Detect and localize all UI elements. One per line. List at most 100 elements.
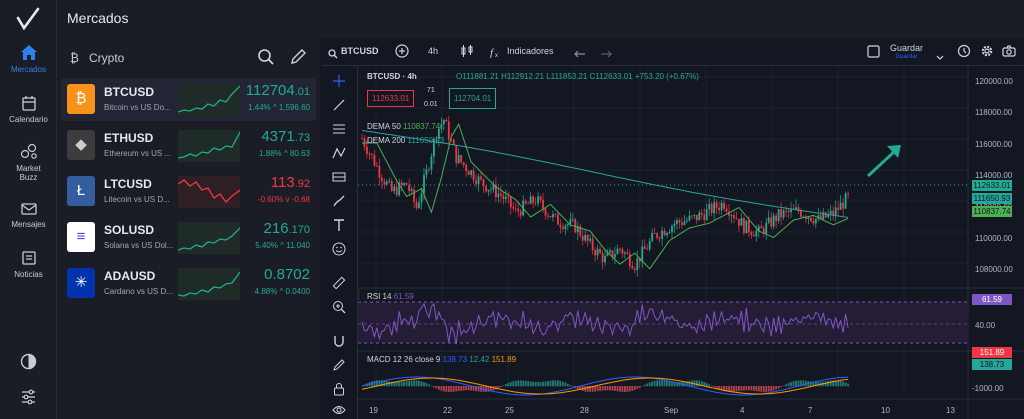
nav-item-mercados[interactable]: Mercados bbox=[0, 44, 57, 74]
row-symbol: SOLUSD bbox=[104, 223, 155, 237]
row-symbol: BTCUSD bbox=[104, 85, 154, 99]
price-axis-tick: 110000.00 bbox=[975, 233, 1013, 243]
pattern-icon[interactable] bbox=[332, 146, 346, 160]
fib-lines-icon[interactable] bbox=[332, 122, 346, 136]
row-change: 5.40% ^ 11.040 bbox=[255, 241, 310, 250]
time-axis-tick: 7 bbox=[808, 406, 813, 415]
search-icon[interactable] bbox=[257, 48, 275, 71]
zoom-in-icon[interactable] bbox=[332, 300, 346, 314]
row-change: 4.88% ^ 0.0400 bbox=[254, 287, 310, 296]
row-description: Litecoin vs US D... bbox=[104, 195, 170, 204]
forecast-icon[interactable] bbox=[332, 170, 346, 184]
side-nav: Mercados Calendario Market Buzz Mensajes … bbox=[0, 0, 57, 419]
row-price: 113.92 bbox=[270, 174, 310, 191]
bitcoin-icon: ₿ bbox=[70, 51, 79, 65]
emoji-icon[interactable] bbox=[332, 242, 346, 256]
edit-pencil-icon[interactable] bbox=[289, 48, 307, 71]
calendar-icon bbox=[21, 96, 36, 111]
gear-icon[interactable] bbox=[980, 44, 994, 63]
add-symbol-icon[interactable] bbox=[395, 44, 409, 63]
nav-item-calendario[interactable]: Calendario bbox=[0, 95, 57, 124]
sell-price-box[interactable]: 112633.01 bbox=[367, 90, 415, 107]
nav-label-noticias: Noticias bbox=[14, 270, 43, 279]
settings-sliders-icon[interactable] bbox=[20, 388, 37, 410]
row-price: 0.8702 bbox=[264, 266, 310, 283]
watchlist-row-ethusd[interactable]: ◆ ETHUSD Ethereum vs US ... 4371.73 1.88… bbox=[61, 124, 316, 167]
legend-macd: MACD 12 26 close 9 138.73 12.42 151.89 bbox=[367, 355, 517, 364]
time-axis-tick: 25 bbox=[505, 406, 514, 415]
chart-main[interactable]: BTCUSD · 4h O111881.21 H112912.21 L11185… bbox=[352, 66, 1024, 419]
trend-line-icon[interactable] bbox=[332, 98, 346, 112]
nav-item-noticias[interactable]: Noticias bbox=[0, 250, 57, 279]
watchlist-row-solusd[interactable]: ≡ SOLUSD Solana vs US Dol... 216.170 5.4… bbox=[61, 216, 316, 259]
sparkline bbox=[177, 84, 241, 116]
indicators-button[interactable]: Indicadores bbox=[507, 46, 554, 56]
brush-icon[interactable] bbox=[332, 194, 346, 208]
row-description: Cardano vs US D... bbox=[104, 287, 173, 296]
crosshair-icon[interactable] bbox=[332, 74, 346, 88]
watchlist-category[interactable]: Crypto bbox=[89, 51, 125, 65]
price-chart-svg[interactable] bbox=[352, 66, 1024, 419]
ruler-icon[interactable] bbox=[332, 276, 346, 290]
text-tool-icon[interactable] bbox=[332, 218, 346, 232]
legend-title: BTCUSD · 4h bbox=[367, 72, 417, 81]
legend-ohlc: O111881.21 H112912.21 L111853.21 C112633… bbox=[456, 72, 699, 81]
nav-item-mensajes[interactable]: Mensajes bbox=[0, 202, 57, 229]
row-price: 4371.73 bbox=[261, 128, 310, 145]
watchlist-row-btcusd[interactable]: ₿ BTCUSD Bitcoin vs US Do... 112704.01 1… bbox=[61, 78, 316, 121]
camera-icon[interactable] bbox=[1002, 44, 1016, 63]
eye-icon[interactable] bbox=[332, 404, 346, 416]
candles-icon[interactable] bbox=[461, 44, 473, 63]
page-title: Mercados bbox=[67, 10, 129, 26]
nav-label-market-buzz: Market Buzz bbox=[16, 164, 41, 182]
spread-top: 71 bbox=[427, 87, 435, 94]
watchlist-header: ₿ Crypto bbox=[57, 38, 320, 78]
nav-label-calendario: Calendario bbox=[9, 115, 48, 124]
layout-square-icon[interactable] bbox=[867, 45, 880, 63]
sparkline bbox=[177, 268, 241, 300]
save-sublabel: Guardar bbox=[895, 54, 918, 60]
nav-label-mensajes: Mensajes bbox=[11, 220, 46, 229]
time-axis-tick: Sep bbox=[664, 406, 679, 415]
price-axis-tick: 120000.00 bbox=[975, 76, 1013, 86]
undo-icon[interactable] bbox=[574, 46, 586, 64]
redo-icon[interactable] bbox=[600, 46, 612, 64]
mail-icon bbox=[20, 203, 37, 215]
brand-logo-icon bbox=[14, 6, 42, 34]
nav-label-mercados: Mercados bbox=[10, 65, 47, 74]
save-label: Guardar bbox=[890, 43, 924, 53]
macd-tag-1: 151.89 bbox=[972, 347, 1012, 358]
buy-price-box[interactable]: 112704.01 bbox=[449, 88, 497, 109]
home-icon bbox=[20, 45, 37, 60]
legend-rsi: RSI 14 61.59 bbox=[367, 292, 414, 301]
row-price: 216.170 bbox=[263, 220, 310, 237]
sparkline bbox=[177, 130, 241, 162]
lock-icon[interactable] bbox=[332, 382, 346, 396]
watchlist-row-adausd[interactable]: ✳ ADAUSD Cardano vs US D... 0.8702 4.88%… bbox=[61, 262, 316, 305]
news-icon bbox=[21, 251, 36, 265]
watchlist-row-ltcusd[interactable]: Ł LTCUSD Litecoin vs US D... 113.92 -0.6… bbox=[61, 170, 316, 213]
row-description: Bitcoin vs US Do... bbox=[104, 103, 171, 112]
rsi-tick: 40.00 bbox=[975, 321, 996, 330]
price-axis-tick: 116000.00 bbox=[975, 139, 1013, 149]
price-tag-dema200: 111650.93 bbox=[972, 193, 1012, 204]
sparkline bbox=[177, 176, 241, 208]
magnet-icon[interactable] bbox=[332, 334, 346, 348]
chart-symbol[interactable]: BTCUSD bbox=[341, 46, 379, 56]
search-symbol-icon[interactable] bbox=[328, 46, 338, 64]
svg-text:x: x bbox=[495, 53, 498, 58]
nav-item-market-buzz[interactable]: Market Buzz bbox=[0, 143, 57, 182]
pencil-lock-icon[interactable] bbox=[332, 358, 346, 372]
save-button[interactable]: Guardar Guardar bbox=[890, 43, 923, 60]
theme-toggle-icon[interactable] bbox=[20, 353, 37, 375]
alert-clock-icon[interactable] bbox=[957, 44, 971, 63]
sparkline bbox=[177, 222, 241, 254]
row-description: Ethereum vs US ... bbox=[104, 149, 172, 158]
row-symbol: ADAUSD bbox=[104, 269, 156, 283]
interval-selector[interactable]: 4h bbox=[428, 46, 439, 56]
svg-text:f: f bbox=[490, 47, 495, 58]
chevron-down-icon[interactable] bbox=[936, 48, 944, 66]
